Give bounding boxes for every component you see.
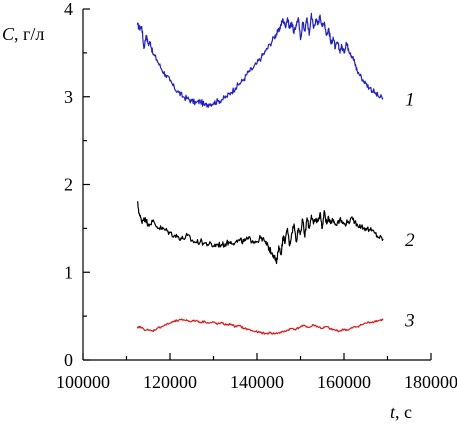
series-label-2: 2 — [405, 230, 415, 251]
series-lines — [136, 12, 384, 335]
y-tick-label-2: 2 — [64, 175, 73, 195]
y-tick-label-4: 4 — [64, 0, 73, 19]
series-line-3 — [136, 318, 384, 335]
x-axis-label: t, с — [390, 402, 412, 422]
x-tick-label-120000: 120000 — [143, 372, 197, 392]
series-labels: 1 2 3 — [404, 90, 415, 332]
series-label-1: 1 — [405, 90, 415, 111]
y-tick-label-1: 1 — [64, 262, 73, 282]
x-tick-label-180000: 180000 — [404, 372, 457, 392]
x-tick-label-140000: 140000 — [230, 372, 284, 392]
series-label-3: 3 — [404, 311, 415, 332]
series-line-2 — [136, 201, 384, 265]
axis-tick-labels: 100000 120000 140000 160000 180000 0 1 2 3 4 — [56, 0, 457, 392]
y-tick-label-3: 3 — [64, 87, 73, 107]
y-tick-label-0: 0 — [64, 350, 73, 370]
x-tick-label-160000: 160000 — [317, 372, 371, 392]
axis-ticks — [82, 8, 432, 361]
series-line-1 — [136, 12, 384, 108]
y-axis-label: C, г/л — [2, 24, 44, 44]
x-tick-label-100000: 100000 — [56, 372, 110, 392]
